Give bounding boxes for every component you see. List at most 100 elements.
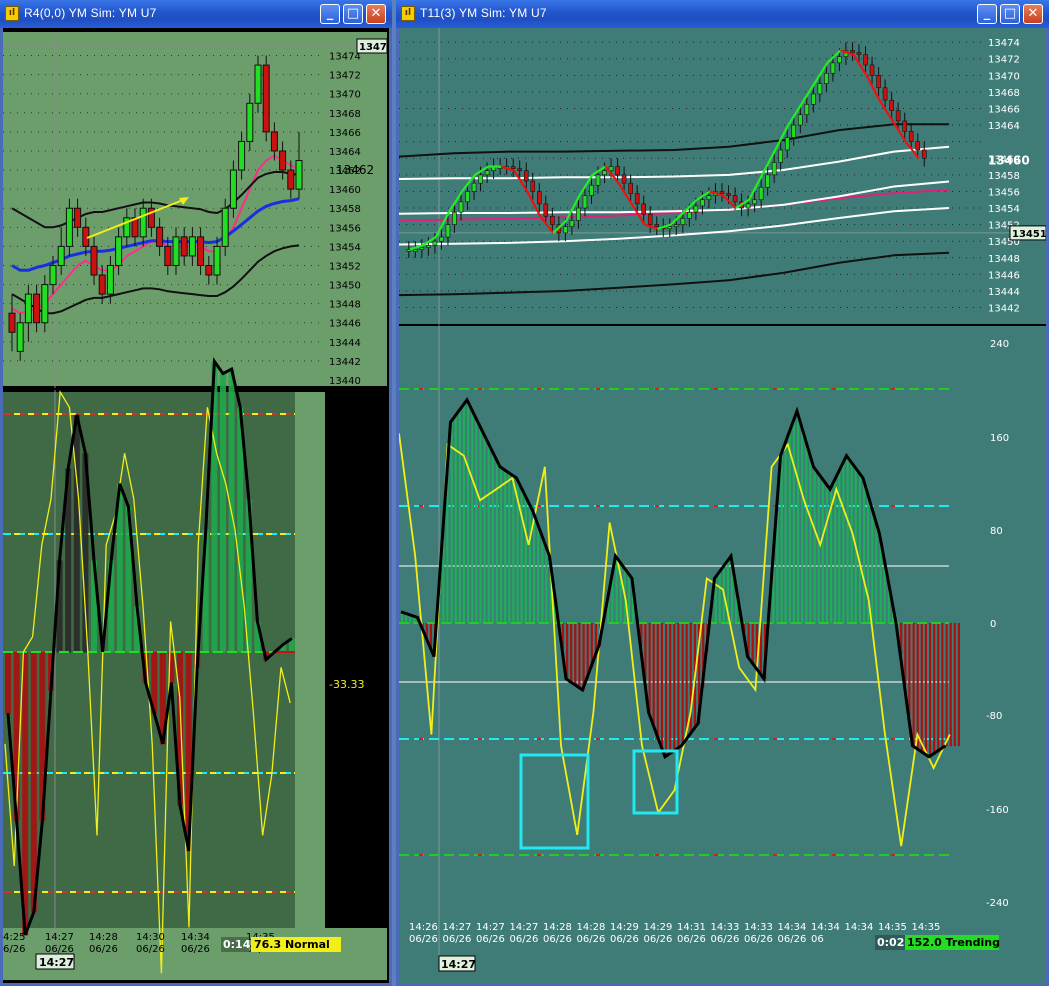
histogram-bar-positive xyxy=(883,556,886,624)
highlight-box xyxy=(632,749,679,815)
histogram-bar-positive xyxy=(784,444,787,624)
minimize-button[interactable]: _ xyxy=(977,4,997,24)
down-candle xyxy=(628,182,633,194)
time-label: 14:31 xyxy=(677,922,706,933)
time-label: 14:34 xyxy=(181,932,210,943)
osc-tick-label: 0 xyxy=(333,646,339,657)
histogram-bar-positive xyxy=(116,483,123,653)
yellow-oscillator-line xyxy=(4,389,291,974)
histogram-bar-negative xyxy=(574,623,577,685)
osc-tick-label: -160 xyxy=(329,839,352,850)
histogram-bar-positive xyxy=(483,433,486,624)
chart-app-icon: ıl xyxy=(401,6,415,21)
date-label: 06/26 xyxy=(89,944,118,955)
histogram-bar-negative xyxy=(39,652,46,821)
histogram-bar-negative xyxy=(916,623,919,749)
histogram-bar-negative xyxy=(669,623,672,755)
left-chart-svg[interactable]: 13440 13442 13444 13446 13448 13450 13452 13454… xyxy=(3,28,389,983)
fast-ma-down-segment xyxy=(722,194,737,209)
histogram-bar-negative xyxy=(660,623,663,747)
cursor-price-label: 13451 xyxy=(1012,229,1046,240)
histogram-bar-positive xyxy=(846,455,849,624)
date-label: 06/26 xyxy=(577,934,606,945)
histogram-bar-positive xyxy=(409,614,412,624)
fast-ma-up-segment xyxy=(565,195,581,221)
histogram-bar-negative xyxy=(945,623,948,747)
up-candle xyxy=(824,72,829,84)
down-candle xyxy=(270,131,278,152)
left-chart-area[interactable]: 13440 13442 13444 13446 13448 13450 13452 13454… xyxy=(3,28,389,983)
maximize-button[interactable]: □ xyxy=(1000,4,1020,24)
outer-upper-band xyxy=(399,123,949,158)
histogram-bar-negative xyxy=(685,623,688,741)
histogram-bar-positive xyxy=(545,544,548,624)
date-label: 06/26 xyxy=(136,944,165,955)
histogram-bar-positive xyxy=(462,405,465,624)
down-candle xyxy=(156,226,164,247)
up-candle xyxy=(484,170,490,176)
histogram-bar-positive xyxy=(879,533,882,624)
histogram-bar-negative xyxy=(689,623,692,736)
down-candle xyxy=(621,174,627,184)
down-candle xyxy=(543,203,549,217)
right-title-bar[interactable]: ıl T11(3) YM Sim: YM U7 _ □ ✕ xyxy=(396,0,1049,28)
histogram-bar-positive xyxy=(91,560,97,653)
histogram-bar-negative xyxy=(702,623,705,688)
histogram-bar-negative xyxy=(677,623,680,749)
up-candle xyxy=(830,62,836,74)
up-candle xyxy=(765,174,770,188)
histogram-bar-positive xyxy=(731,556,734,624)
date-label: 06/26 xyxy=(610,934,639,945)
histogram-bar-positive xyxy=(504,469,507,624)
down-candle xyxy=(131,217,139,238)
down-candle xyxy=(517,168,522,172)
histogram-bar-negative xyxy=(751,623,754,663)
left-title-bar[interactable]: ıl R4(0,0) YM Sim: YM U7 _ □ ✕ xyxy=(0,0,392,28)
osc-tick-label: 80 xyxy=(990,526,1003,537)
right-chart-svg[interactable]: 13442 13444 13446 13448 13452 13454 13456 13458… xyxy=(399,28,1046,983)
time-label: 14:26 xyxy=(409,922,438,933)
histogram-bar-negative xyxy=(681,623,684,747)
histogram-bar-negative xyxy=(142,652,149,684)
close-button[interactable]: ✕ xyxy=(1023,4,1043,24)
down-candle xyxy=(641,203,646,215)
histogram-bar-negative xyxy=(759,623,762,674)
maximize-button[interactable]: □ xyxy=(343,4,363,24)
price-tick-label: 13460 xyxy=(329,185,361,196)
price-tick-label: 13462 xyxy=(329,166,361,177)
fast-ma-up-segment xyxy=(826,49,842,64)
down-candle xyxy=(634,193,640,205)
time-label: 14:34 xyxy=(845,922,874,933)
fast-ma-down-segment xyxy=(852,54,868,76)
histogram-bar-negative xyxy=(594,623,597,657)
close-button[interactable]: ✕ xyxy=(366,4,386,24)
histogram-bar-negative xyxy=(421,623,424,628)
down-candle xyxy=(902,120,908,132)
histogram-bar-positive xyxy=(405,613,408,624)
fast-ma-up-segment xyxy=(657,223,672,230)
fast-ma-up-segment xyxy=(735,198,750,209)
histogram-bar-positive xyxy=(821,478,824,624)
fast-ma-down-segment xyxy=(617,182,633,205)
up-candle xyxy=(426,245,431,248)
histogram-bar-negative xyxy=(908,623,911,716)
time-label: 14:30 xyxy=(136,932,165,943)
histogram-bar-positive xyxy=(288,638,295,653)
histogram-bar-negative xyxy=(656,623,659,736)
up-candle xyxy=(471,182,477,192)
histogram-bar-negative xyxy=(566,623,569,680)
fast-ma-up-segment xyxy=(813,62,829,85)
histogram-bar-positive xyxy=(549,556,552,624)
countdown-bg xyxy=(221,937,249,952)
right-chart-area[interactable]: 13442 13444 13446 13448 13452 13454 13456 13458… xyxy=(399,28,1046,983)
histogram-bar-negative xyxy=(900,623,903,655)
fast-ma-up-segment xyxy=(696,190,711,201)
minimize-button[interactable]: _ xyxy=(320,4,340,24)
histogram-bar-positive xyxy=(805,438,808,624)
up-candle xyxy=(106,264,114,295)
histogram-bar-negative xyxy=(904,623,907,685)
histogram-bar-positive xyxy=(108,560,115,653)
pink-ma-line xyxy=(399,188,950,222)
up-candle xyxy=(673,224,679,227)
fast-ma-up-segment xyxy=(683,198,698,213)
